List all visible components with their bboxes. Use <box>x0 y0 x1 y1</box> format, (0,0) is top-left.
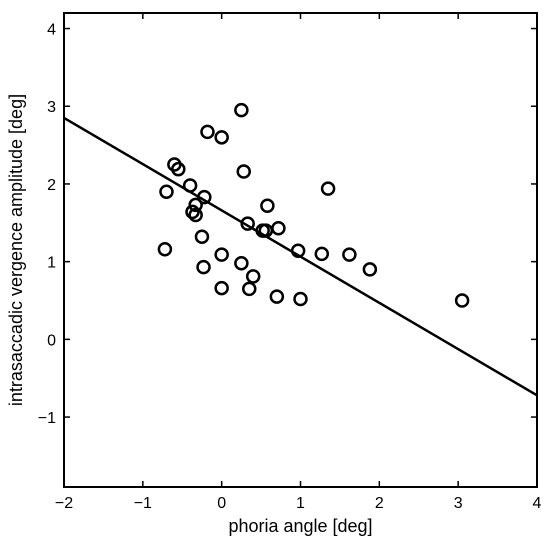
x-tick-label: 1 <box>296 495 305 512</box>
data-point <box>182 178 198 193</box>
data-point <box>362 262 378 277</box>
data-point <box>196 259 211 275</box>
x-tick-label: 3 <box>454 495 463 512</box>
data-point <box>320 181 336 196</box>
plot-frame <box>63 12 538 488</box>
data-point <box>159 184 174 199</box>
x-tick-label: 4 <box>533 495 542 512</box>
data-point <box>242 281 257 297</box>
y-axis-label: intrasaccadic vergence amplitude [deg] <box>6 94 26 406</box>
data-point <box>236 164 251 179</box>
data-point <box>260 198 275 213</box>
plot-area <box>63 12 538 488</box>
y-tick-label: 4 <box>47 22 56 39</box>
data-point <box>197 189 212 205</box>
data-point <box>194 229 210 245</box>
x-tick-label: −1 <box>134 495 152 512</box>
data-point <box>171 161 186 177</box>
data-point <box>157 241 173 257</box>
data-point <box>293 291 308 307</box>
data-points <box>157 102 470 308</box>
data-point <box>200 124 215 140</box>
data-point <box>245 269 261 284</box>
y-tick-label: −1 <box>38 410 56 427</box>
y-tick-label: 1 <box>47 255 56 272</box>
data-point <box>214 130 229 145</box>
x-tick-label: −2 <box>55 495 73 512</box>
data-point <box>269 289 285 304</box>
data-point <box>214 280 229 296</box>
data-point <box>258 223 274 238</box>
y-tick-label: 0 <box>47 332 56 349</box>
y-tick-label: 2 <box>47 177 56 194</box>
data-point <box>214 247 229 262</box>
data-point <box>188 207 203 223</box>
axis-ticks: −2 −1 0 1 2 3 4 −1 0 1 2 3 4 <box>38 13 542 512</box>
data-point <box>234 255 249 271</box>
data-point <box>314 246 330 262</box>
data-point <box>271 220 286 236</box>
y-tick-label: 3 <box>47 99 56 116</box>
data-point <box>454 293 470 308</box>
x-tick-label: 0 <box>217 495 226 512</box>
data-point <box>240 216 255 231</box>
data-point <box>342 247 357 262</box>
data-point <box>290 243 306 259</box>
data-point <box>188 197 203 213</box>
data-point <box>185 204 200 220</box>
data-point <box>234 102 249 118</box>
x-axis-label: phoria angle [deg] <box>228 516 372 536</box>
x-tick-label: 2 <box>375 495 384 512</box>
